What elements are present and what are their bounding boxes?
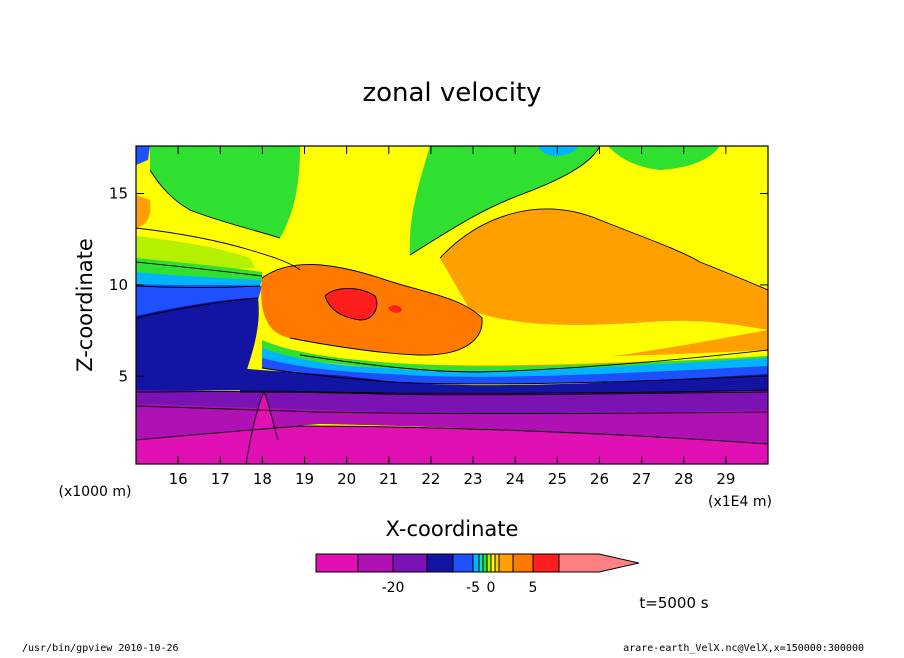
contour-line [136,261,263,277]
colorbar-swatch [558,553,640,573]
x-axis-ticks: 16 17 18 19 20 21 22 23 24 25 26 27 28 29 [169,146,735,488]
y-unit-label: (x1000 m) [59,484,132,500]
x-tick-label: 27 [632,470,651,488]
x-unit-label: (x1E4 m) [708,494,772,510]
y-tick-label: 5 [118,367,128,385]
time-label: t=5000 s [639,594,708,612]
colorbar-swatch [494,553,500,573]
y-axis-label: Z-coordinate [73,238,97,372]
region-blue-below-jet [262,358,768,384]
colorbar-swatch [512,553,534,573]
x-tick-label: 25 [548,470,567,488]
region-top-cyan [538,146,578,156]
region-yellow-below-jet [262,330,768,366]
footer-right: arare-earth_VelX.nc@VelX,x=150000:300000 [623,643,864,654]
y-tick-label: 10 [109,276,128,294]
colorbar-swatch [452,553,474,573]
region-upper-green-right [409,146,600,255]
region-cyan-left-band [136,272,262,288]
region-orange-upper [440,209,768,330]
region-top-cyan-left [136,146,150,165]
region-red-core [325,288,377,320]
region-magenta-bottom [136,426,768,464]
region-upper-green-right2 [608,146,720,170]
x-tick-label: 29 [716,470,735,488]
x-tick-label: 17 [211,470,230,488]
colorbar-swatch [532,553,560,573]
contour-line [245,390,279,464]
colorbar [315,553,640,573]
region-purple-mid [136,404,768,444]
colorbar-swatch [426,553,454,573]
region-upper-green-left [150,146,300,238]
x-tick-label: 16 [169,470,188,488]
region-red-spot [388,305,402,313]
colorbar-swatch [482,553,488,573]
footer-left: /usr/bin/gpview 2010-10-26 [22,643,179,654]
x-tick-label: 22 [421,470,440,488]
y-axis-ticks: 5 10 15 [109,185,768,385]
contour-line [136,227,301,271]
colorbar-swatch [315,553,359,573]
region-cyan-below-jet [262,348,768,378]
contour-line [261,264,483,356]
region-magenta-plume [246,392,290,464]
colorbar-label: -20 [382,580,405,596]
contour-lines [136,146,768,464]
colorbar-swatch [357,553,394,573]
x-tick-label: 28 [674,470,693,488]
colorbar-swatch [472,553,480,573]
contour-line [409,146,601,256]
contour-line [136,285,261,288]
x-tick-label: 19 [295,470,314,488]
contour-line [136,297,259,319]
x-tick-label: 26 [590,470,609,488]
region-navy-mid [240,368,768,395]
contour-field [136,146,768,464]
y-tick-label: 15 [109,185,128,203]
colorbar-swatch [478,553,484,573]
region-orange-left-top [136,195,151,228]
x-tick-label: 20 [337,470,356,488]
x-tick-label: 18 [253,470,272,488]
contour-line [136,405,768,414]
colorbar-label: -5 [466,580,480,596]
x-tick-label: 24 [506,470,525,488]
chart-title: zonal velocity [362,78,541,108]
x-tick-label: 21 [379,470,398,488]
contour-line [324,288,378,321]
colorbar-labels: -20 -5 0 5 [382,580,538,596]
contour-line [261,367,768,385]
contour-line [239,391,768,396]
plot-frame [135,145,769,465]
contour-line [136,389,768,394]
colorbar-swatch [392,553,428,573]
contour-line [136,425,768,445]
contour-line [439,208,768,291]
contour-line [299,349,768,373]
x-axis-label: X-coordinate [386,517,519,541]
region-yellowgreen-band [136,236,255,269]
colorbar-swatch [486,553,492,573]
colorbar-swatch [498,553,514,573]
colorbar-label: 0 [487,580,496,596]
region-purple-dark [136,390,768,414]
region-navy-left [136,298,259,392]
x-tick-label: 23 [464,470,483,488]
contour-line [149,169,281,239]
colorbar-label: 5 [529,580,538,596]
colorbar-swatch [490,553,496,573]
